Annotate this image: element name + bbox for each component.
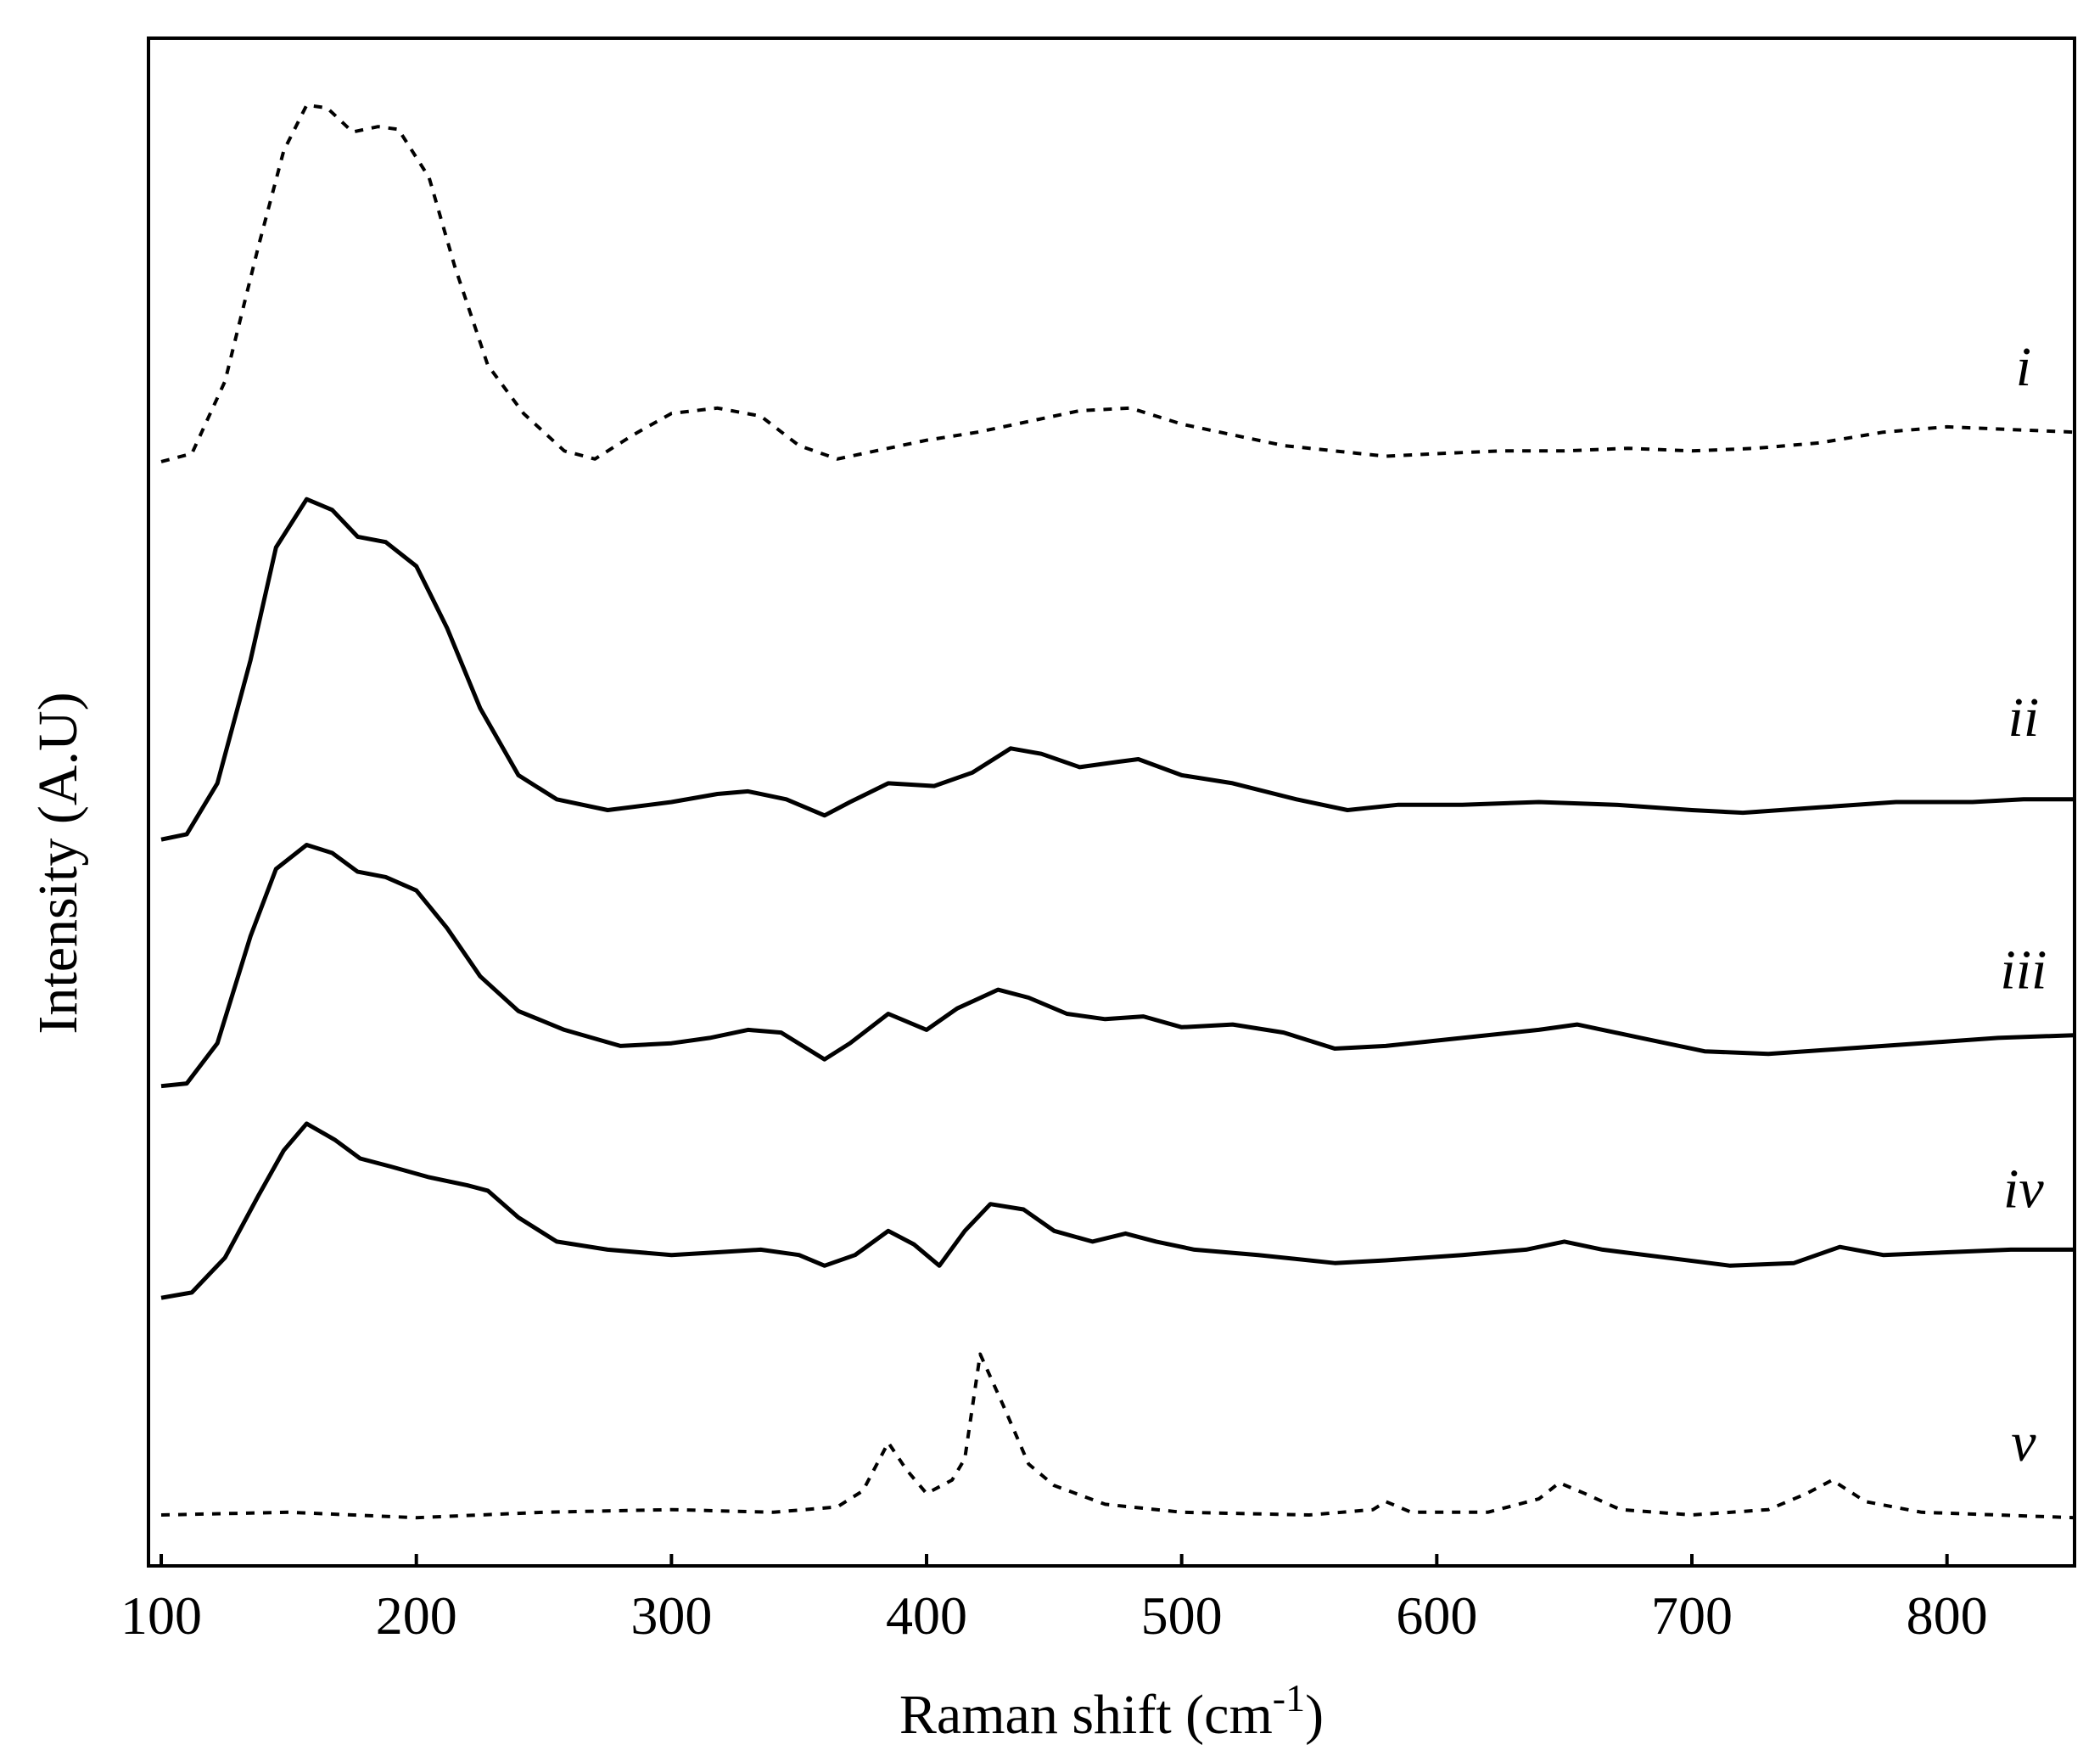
x-tick-label-700: 700 xyxy=(1651,1585,1733,1646)
x-tick-label-500: 500 xyxy=(1141,1585,1223,1646)
series-label-iii: iii xyxy=(2000,940,2047,1001)
plot-frame xyxy=(147,36,2076,1568)
series-line-iii xyxy=(160,843,2075,1089)
series-label-ii: ii xyxy=(2008,687,2040,749)
series-label-v: v xyxy=(2011,1411,2036,1473)
x-tick-label-300: 300 xyxy=(630,1585,712,1646)
series-label-iv: iv xyxy=(2003,1158,2044,1220)
x-axis-tick-labels: 100 200 300 400 500 600 700 800 xyxy=(120,1585,1988,1646)
x-tick-label-100: 100 xyxy=(120,1585,202,1646)
series-label-i: i xyxy=(2016,336,2031,398)
series-line-i xyxy=(160,103,2075,463)
series-lines xyxy=(160,103,2075,1520)
x-axis-title-main: Raman shift (cm xyxy=(899,1684,1273,1746)
x-tick-label-800: 800 xyxy=(1907,1585,1988,1646)
series-line-v xyxy=(160,1352,2075,1520)
series-line-ii xyxy=(160,497,2075,842)
series-line-iv xyxy=(160,1121,2075,1300)
x-tick-label-400: 400 xyxy=(886,1585,967,1646)
x-axis-title: Raman shift (cm-1) xyxy=(899,1676,1324,1746)
y-axis-title: Intensity (A.U) xyxy=(27,692,89,1034)
x-tick-label-200: 200 xyxy=(376,1585,457,1646)
x-axis-title-suffix: ) xyxy=(1305,1684,1324,1746)
x-axis-title-superscript: -1 xyxy=(1273,1676,1305,1720)
x-tick-label-600: 600 xyxy=(1396,1585,1477,1646)
x-axis-ticks xyxy=(160,1554,1949,1566)
